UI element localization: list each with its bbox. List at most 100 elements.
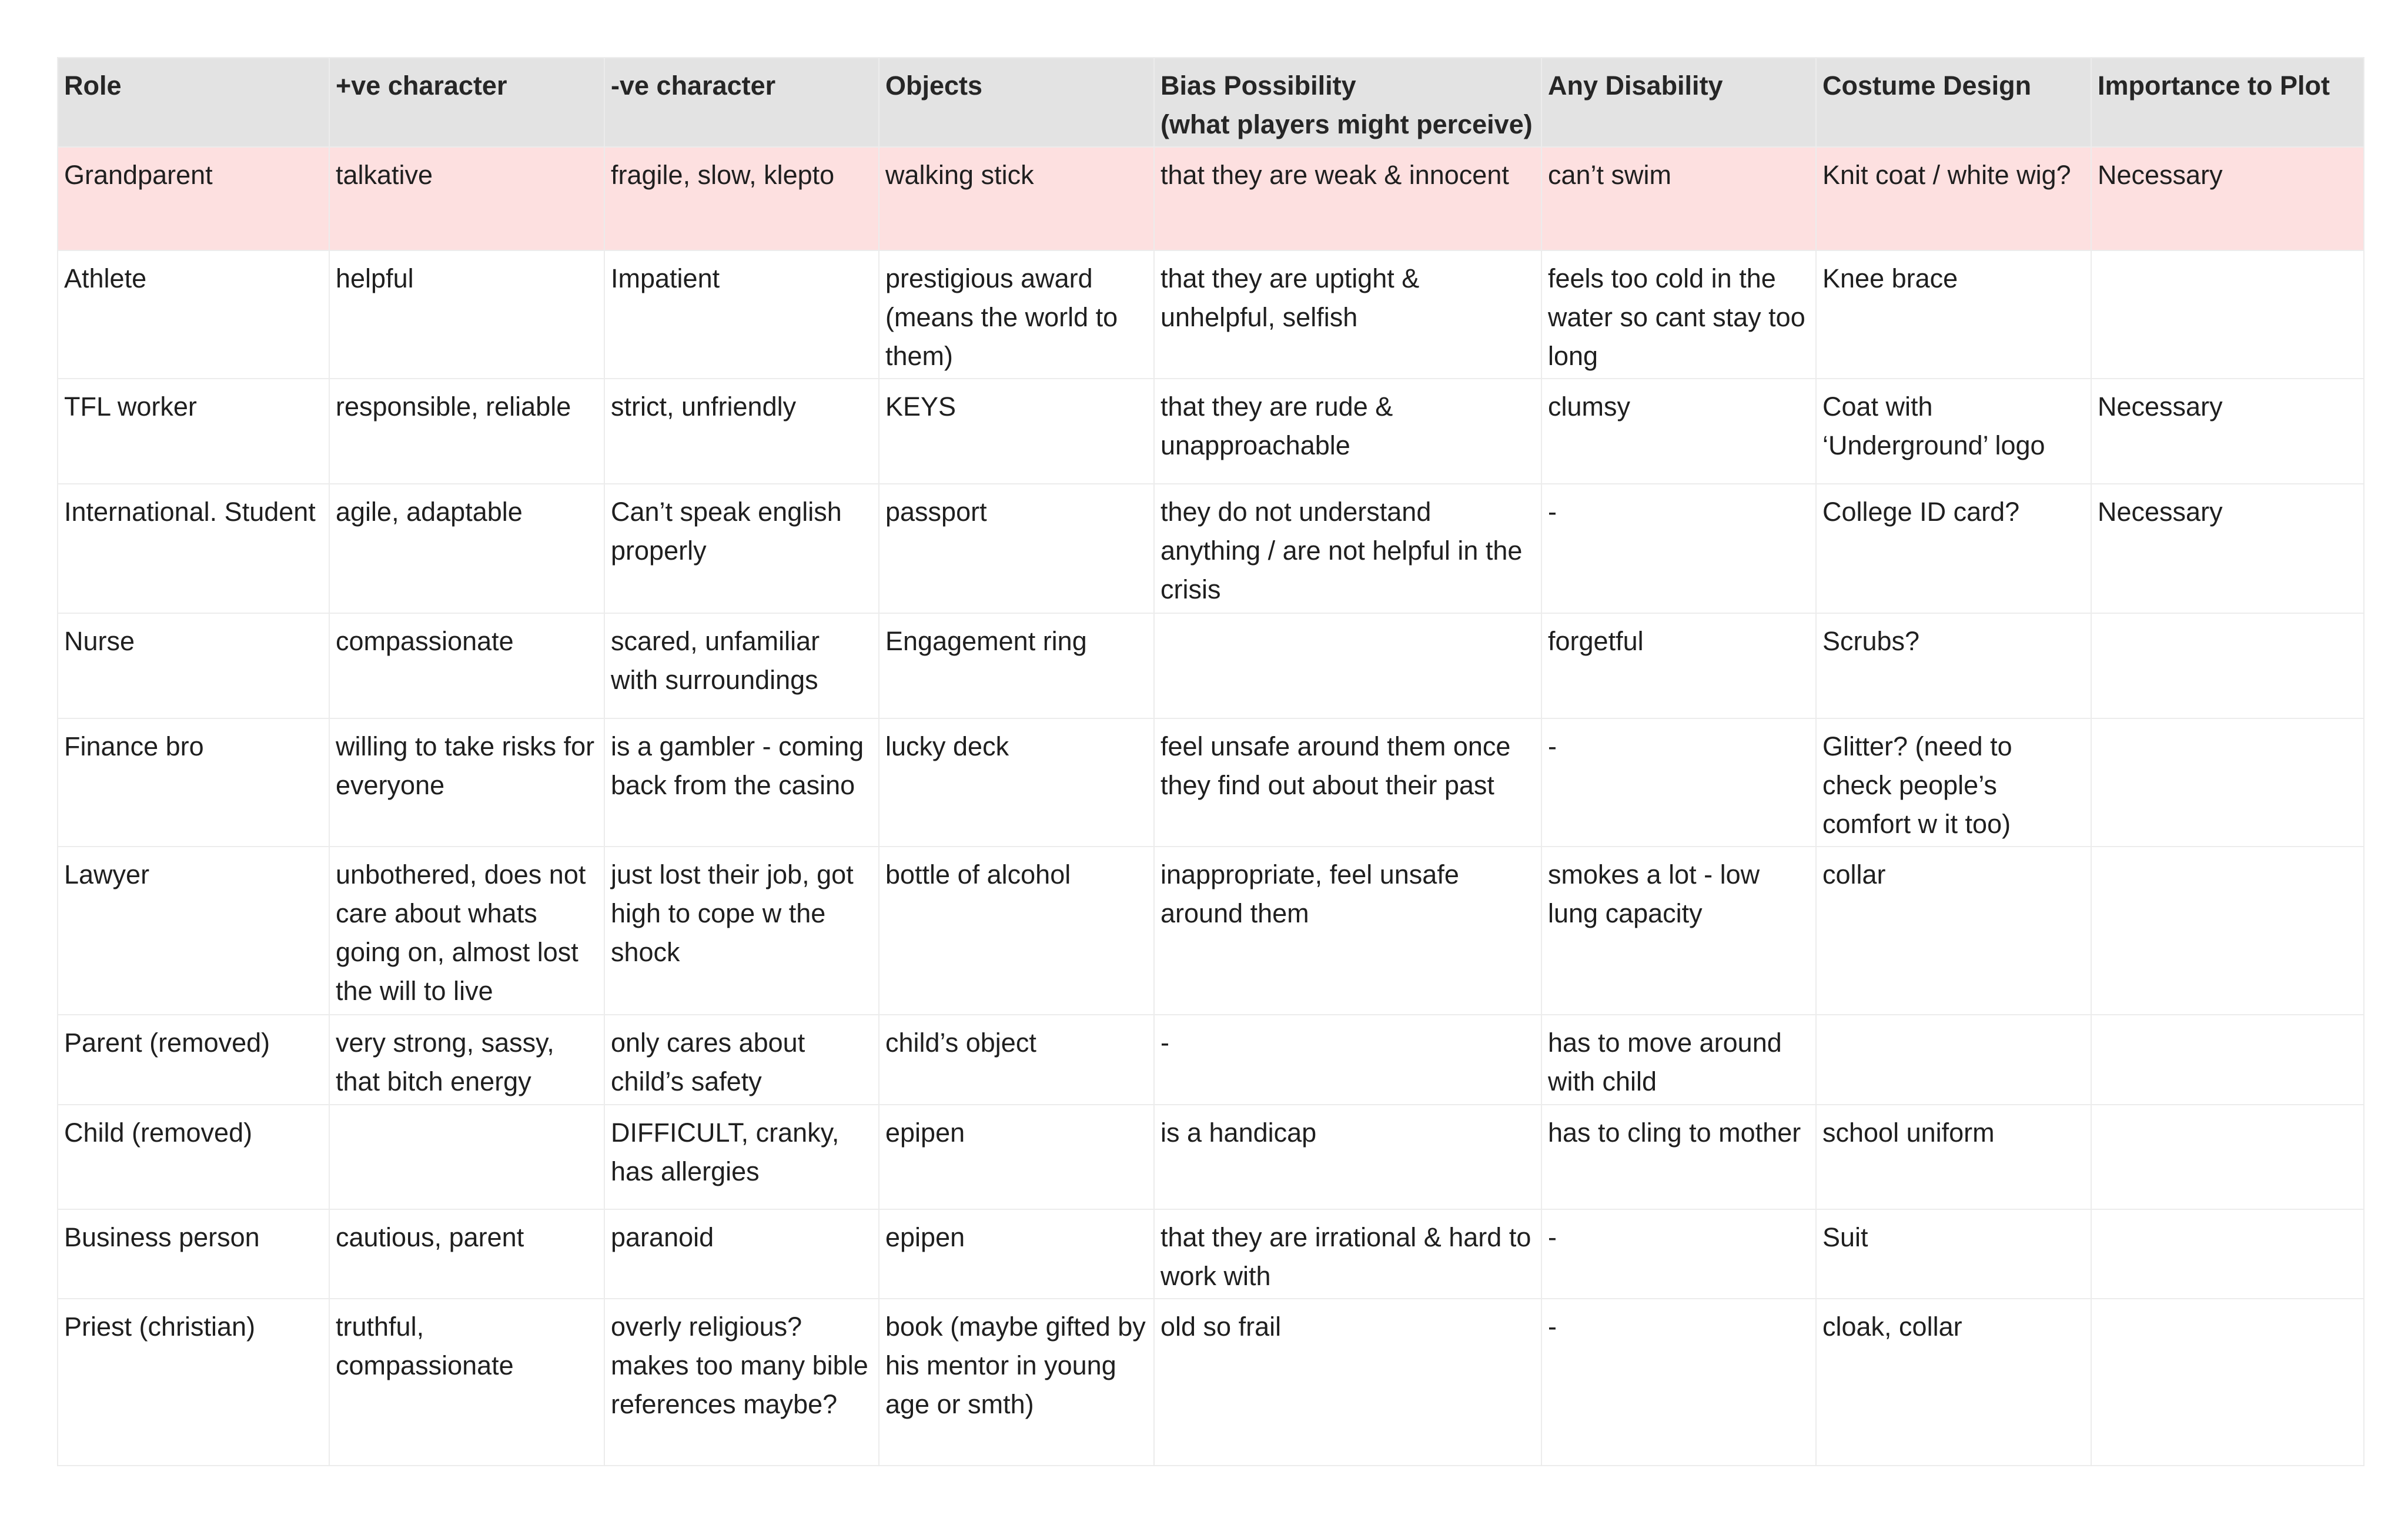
- cell-bias-possibility[interactable]: that they are weak & innocent: [1153, 146, 1542, 251]
- column-header-any-disability: Any Disability: [1541, 57, 1817, 148]
- character-table: Role +ve character -ve character Objects Bia…: [57, 57, 2364, 1466]
- column-header-negative-character: -ve character: [604, 57, 879, 148]
- cell-positive-character[interactable]: responsible, reliable: [329, 378, 605, 484]
- cell-role[interactable]: Athlete: [57, 250, 330, 379]
- cell-importance-to-plot[interactable]: Necessary: [2091, 483, 2364, 614]
- table-row: Parent (removed) very strong, sassy, that…: [57, 1014, 2364, 1105]
- cell-objects[interactable]: epipen: [878, 1104, 1155, 1210]
- cell-positive-character[interactable]: cautious, parent: [329, 1209, 605, 1299]
- cell-costume-design[interactable]: Knit coat / white wig?: [1815, 146, 2092, 251]
- cell-role[interactable]: Priest (christian): [57, 1298, 330, 1466]
- cell-costume-design[interactable]: collar: [1815, 846, 2092, 1015]
- cell-importance-to-plot[interactable]: Necessary: [2091, 378, 2364, 484]
- cell-negative-character[interactable]: scared, unfamiliar with surroundings: [604, 613, 879, 719]
- cell-any-disability[interactable]: has to move around with child: [1541, 1014, 1817, 1105]
- cell-objects[interactable]: walking stick: [878, 146, 1155, 251]
- cell-negative-character[interactable]: strict, unfriendly: [604, 378, 879, 484]
- cell-role[interactable]: Finance bro: [57, 718, 330, 847]
- cell-bias-possibility[interactable]: old so frail: [1153, 1298, 1542, 1466]
- cell-negative-character[interactable]: overly religious? makes too many bible r…: [604, 1298, 879, 1466]
- cell-importance-to-plot[interactable]: [2091, 250, 2364, 379]
- cell-negative-character[interactable]: is a gambler - coming back from the casi…: [604, 718, 879, 847]
- table-row: Nurse compassionate scared, unfamiliar wit…: [57, 613, 2364, 719]
- cell-costume-design[interactable]: Suit: [1815, 1209, 2092, 1299]
- cell-any-disability[interactable]: clumsy: [1541, 378, 1817, 484]
- cell-any-disability[interactable]: -: [1541, 483, 1817, 614]
- cell-positive-character[interactable]: [329, 1104, 605, 1210]
- cell-positive-character[interactable]: compassionate: [329, 613, 605, 719]
- cell-costume-design[interactable]: Scrubs?: [1815, 613, 2092, 719]
- cell-role[interactable]: Lawyer: [57, 846, 330, 1015]
- cell-costume-design[interactable]: school uniform: [1815, 1104, 2092, 1210]
- cell-bias-possibility[interactable]: feel unsafe around them once they find o…: [1153, 718, 1542, 847]
- cell-bias-possibility[interactable]: that they are rude & unapproachable: [1153, 378, 1542, 484]
- header-line: Bias Possibility: [1160, 71, 1356, 101]
- cell-negative-character[interactable]: Can’t speak english properly: [604, 483, 879, 614]
- cell-positive-character[interactable]: helpful: [329, 250, 605, 379]
- cell-importance-to-plot[interactable]: [2091, 1014, 2364, 1105]
- cell-negative-character[interactable]: Impatient: [604, 250, 879, 379]
- cell-objects[interactable]: lucky deck: [878, 718, 1155, 847]
- cell-negative-character[interactable]: fragile, slow, klepto: [604, 146, 879, 251]
- cell-role[interactable]: Nurse: [57, 613, 330, 719]
- cell-objects[interactable]: child’s object: [878, 1014, 1155, 1105]
- cell-any-disability[interactable]: -: [1541, 718, 1817, 847]
- cell-costume-design[interactable]: [1815, 1014, 2092, 1105]
- cell-any-disability[interactable]: feels too cold in the water so cant stay…: [1541, 250, 1817, 379]
- cell-importance-to-plot[interactable]: [2091, 1298, 2364, 1466]
- cell-any-disability[interactable]: forgetful: [1541, 613, 1817, 719]
- cell-positive-character[interactable]: unbothered, does not care about whats go…: [329, 846, 605, 1015]
- cell-bias-possibility[interactable]: they do not understand anything / are no…: [1153, 483, 1542, 614]
- cell-costume-design[interactable]: Knee brace: [1815, 250, 2092, 379]
- cell-bias-possibility[interactable]: inappropriate, feel unsafe around them: [1153, 846, 1542, 1015]
- cell-any-disability[interactable]: -: [1541, 1209, 1817, 1299]
- cell-objects[interactable]: passport: [878, 483, 1155, 614]
- table-row: Grandparent talkative fragile, slow, klept…: [57, 146, 2364, 251]
- cell-objects[interactable]: prestigious award (means the world to th…: [878, 250, 1155, 379]
- cell-costume-design[interactable]: Coat with ‘Underground’ logo: [1815, 378, 2092, 484]
- cell-positive-character[interactable]: truthful, compassionate: [329, 1298, 605, 1466]
- cell-bias-possibility[interactable]: that they are irrational & hard to work …: [1153, 1209, 1542, 1299]
- cell-objects[interactable]: book (maybe gifted by his mentor in youn…: [878, 1298, 1155, 1466]
- cell-importance-to-plot[interactable]: [2091, 1104, 2364, 1210]
- cell-role[interactable]: International. Student: [57, 483, 330, 614]
- table-row: Athlete helpful Impatient prestigious award…: [57, 250, 2364, 379]
- cell-role[interactable]: TFL worker: [57, 378, 330, 484]
- cell-costume-design[interactable]: cloak, collar: [1815, 1298, 2092, 1466]
- cell-importance-to-plot[interactable]: Necessary: [2091, 146, 2364, 251]
- cell-any-disability[interactable]: -: [1541, 1298, 1817, 1466]
- cell-any-disability[interactable]: can’t swim: [1541, 146, 1817, 251]
- cell-positive-character[interactable]: agile, adaptable: [329, 483, 605, 614]
- cell-negative-character[interactable]: DIFFICULT, cranky, has allergies: [604, 1104, 879, 1210]
- cell-negative-character[interactable]: only cares about child’s safety: [604, 1014, 879, 1105]
- cell-negative-character[interactable]: paranoid: [604, 1209, 879, 1299]
- cell-positive-character[interactable]: talkative: [329, 146, 605, 251]
- cell-objects[interactable]: KEYS: [878, 378, 1155, 484]
- cell-positive-character[interactable]: willing to take risks for everyone: [329, 718, 605, 847]
- cell-costume-design[interactable]: Glitter? (need to check people’s comfort…: [1815, 718, 2092, 847]
- cell-positive-character[interactable]: very strong, sassy, that bitch energy: [329, 1014, 605, 1105]
- cell-importance-to-plot[interactable]: [2091, 718, 2364, 847]
- cell-bias-possibility[interactable]: is a handicap: [1153, 1104, 1542, 1210]
- cell-objects[interactable]: bottle of alcohol: [878, 846, 1155, 1015]
- cell-negative-character[interactable]: just lost their job, got high to cope w …: [604, 846, 879, 1015]
- column-header-bias-possibility: Bias Possibility (what players might perc…: [1153, 57, 1542, 148]
- cell-role[interactable]: Child (removed): [57, 1104, 330, 1210]
- cell-bias-possibility[interactable]: that they are uptight & unhelpful, selfi…: [1153, 250, 1542, 379]
- cell-importance-to-plot[interactable]: [2091, 846, 2364, 1015]
- table-row: Lawyer unbothered, does not care about wh…: [57, 846, 2364, 1015]
- table-row: Child (removed) DIFFICULT, cranky, has al…: [57, 1104, 2364, 1210]
- cell-importance-to-plot[interactable]: [2091, 1209, 2364, 1299]
- table-row: TFL worker responsible, reliable strict, u…: [57, 378, 2364, 484]
- cell-role[interactable]: Business person: [57, 1209, 330, 1299]
- cell-costume-design[interactable]: College ID card?: [1815, 483, 2092, 614]
- cell-objects[interactable]: epipen: [878, 1209, 1155, 1299]
- cell-any-disability[interactable]: smokes a lot - low lung capacity: [1541, 846, 1817, 1015]
- cell-bias-possibility[interactable]: -: [1153, 1014, 1542, 1105]
- cell-role[interactable]: Grandparent: [57, 146, 330, 251]
- cell-bias-possibility[interactable]: [1153, 613, 1542, 719]
- cell-importance-to-plot[interactable]: [2091, 613, 2364, 719]
- cell-any-disability[interactable]: has to cling to mother: [1541, 1104, 1817, 1210]
- cell-objects[interactable]: Engagement ring: [878, 613, 1155, 719]
- cell-role[interactable]: Parent (removed): [57, 1014, 330, 1105]
